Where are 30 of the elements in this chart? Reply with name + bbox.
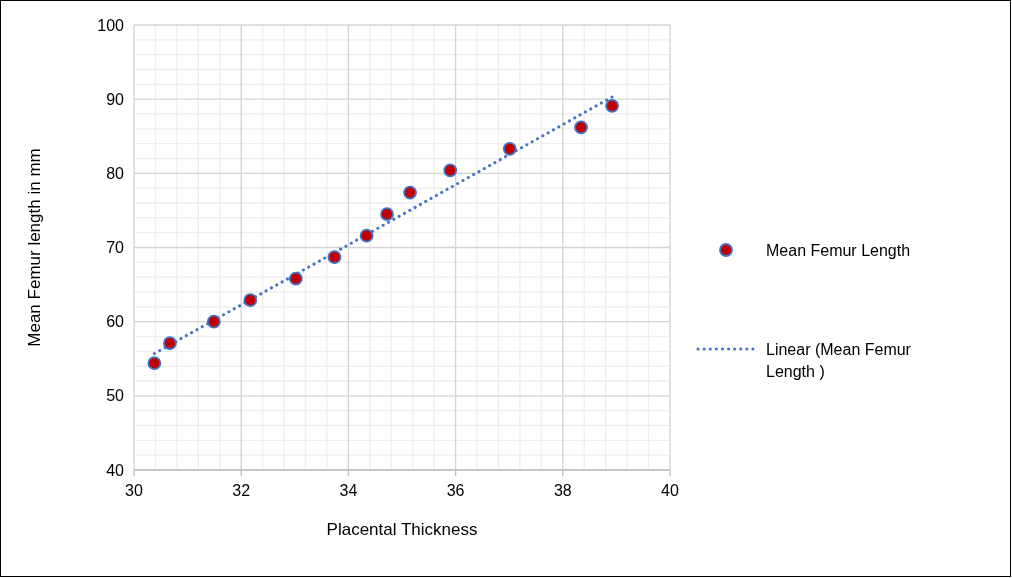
point: [147, 356, 162, 371]
point: [327, 250, 342, 265]
point: [403, 185, 417, 200]
point: [359, 228, 374, 243]
x-tick-label: 38: [553, 482, 572, 499]
x-tick-label: 40: [661, 482, 679, 499]
y-tick-label: 80: [106, 164, 125, 182]
y-axis-title: Mean Femur length in mm: [25, 148, 44, 347]
y-tick-label: 100: [97, 16, 125, 34]
x-tick-label: 36: [446, 482, 465, 499]
point: [206, 314, 221, 329]
y-tick-label: 50: [106, 387, 125, 405]
point: [380, 207, 394, 222]
x-tick-label: 32: [232, 482, 251, 499]
legend-label: Linear (Mean Femur Length ): [766, 340, 912, 380]
point: [163, 336, 177, 351]
x-axis-title: Placental Thickness: [326, 520, 478, 539]
y-tick-label: 90: [106, 90, 125, 108]
point: [605, 98, 620, 113]
x-tick-label: 34: [339, 482, 358, 499]
point: [243, 293, 258, 308]
y-tick-label: 40: [106, 461, 125, 479]
x-tick-label: 30: [125, 482, 143, 499]
point: [574, 120, 588, 135]
point: [288, 271, 303, 286]
legend-label: Mean Femur Length: [766, 241, 911, 259]
point: [502, 141, 517, 156]
point: [443, 163, 458, 178]
y-tick-label: 70: [106, 239, 125, 257]
y-tick-label: 60: [106, 313, 125, 331]
